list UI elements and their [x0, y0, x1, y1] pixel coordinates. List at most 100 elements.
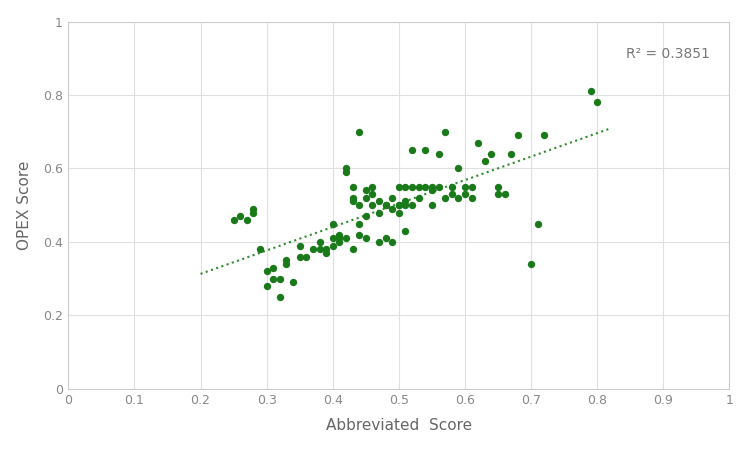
- Point: [254, 246, 266, 253]
- Point: [419, 147, 431, 154]
- Point: [426, 187, 438, 194]
- Point: [280, 256, 292, 264]
- Point: [426, 202, 438, 209]
- Point: [234, 212, 246, 220]
- Point: [386, 205, 398, 212]
- Point: [538, 132, 550, 139]
- Point: [433, 183, 445, 190]
- Point: [472, 139, 484, 146]
- Point: [380, 202, 392, 209]
- Point: [452, 165, 464, 172]
- Text: R² = 0.3851: R² = 0.3851: [626, 47, 710, 61]
- Point: [353, 220, 365, 227]
- Point: [333, 234, 345, 242]
- Point: [499, 190, 511, 198]
- Point: [413, 194, 424, 202]
- Point: [274, 293, 286, 301]
- Point: [400, 202, 412, 209]
- Point: [466, 183, 478, 190]
- Point: [327, 220, 339, 227]
- X-axis label: Abbreviated  Score: Abbreviated Score: [326, 418, 472, 433]
- Point: [294, 253, 306, 260]
- Point: [452, 194, 464, 202]
- Point: [267, 275, 279, 282]
- Point: [353, 231, 365, 238]
- Point: [512, 132, 524, 139]
- Point: [373, 238, 385, 245]
- Point: [380, 202, 392, 209]
- Point: [591, 99, 603, 106]
- Point: [393, 202, 405, 209]
- Point: [446, 183, 458, 190]
- Y-axis label: OPEX Score: OPEX Score: [16, 161, 32, 250]
- Point: [280, 260, 292, 267]
- Point: [400, 198, 412, 205]
- Point: [400, 227, 412, 234]
- Point: [274, 275, 286, 282]
- Point: [340, 234, 352, 242]
- Point: [492, 190, 504, 198]
- Point: [393, 209, 405, 216]
- Point: [393, 183, 405, 190]
- Point: [248, 205, 259, 212]
- Point: [241, 216, 253, 224]
- Point: [413, 183, 424, 190]
- Point: [333, 231, 345, 238]
- Point: [346, 194, 358, 202]
- Point: [346, 246, 358, 253]
- Point: [346, 198, 358, 205]
- Point: [248, 209, 259, 216]
- Point: [478, 158, 490, 165]
- Point: [440, 194, 452, 202]
- Point: [340, 165, 352, 172]
- Point: [360, 194, 372, 202]
- Point: [287, 279, 299, 286]
- Point: [367, 202, 379, 209]
- Point: [419, 183, 431, 190]
- Point: [433, 150, 445, 158]
- Point: [373, 198, 385, 205]
- Point: [485, 150, 497, 158]
- Point: [440, 128, 452, 135]
- Point: [314, 238, 326, 245]
- Point: [346, 183, 358, 190]
- Point: [333, 238, 345, 245]
- Point: [386, 238, 398, 245]
- Point: [267, 264, 279, 271]
- Point: [400, 183, 412, 190]
- Point: [261, 282, 273, 289]
- Point: [300, 253, 312, 260]
- Point: [406, 147, 418, 154]
- Point: [367, 183, 379, 190]
- Point: [506, 150, 518, 158]
- Point: [353, 202, 365, 209]
- Point: [360, 187, 372, 194]
- Point: [584, 88, 596, 95]
- Point: [367, 190, 379, 198]
- Point: [327, 234, 339, 242]
- Point: [307, 246, 319, 253]
- Point: [294, 242, 306, 249]
- Point: [492, 183, 504, 190]
- Point: [459, 190, 471, 198]
- Point: [320, 246, 332, 253]
- Point: [227, 216, 239, 224]
- Point: [340, 169, 352, 176]
- Point: [466, 194, 478, 202]
- Point: [261, 268, 273, 275]
- Point: [386, 194, 398, 202]
- Point: [406, 202, 418, 209]
- Point: [525, 260, 537, 267]
- Point: [446, 190, 458, 198]
- Point: [459, 183, 471, 190]
- Point: [360, 212, 372, 220]
- Point: [327, 242, 339, 249]
- Point: [426, 183, 438, 190]
- Point: [380, 234, 392, 242]
- Point: [320, 249, 332, 256]
- Point: [406, 183, 418, 190]
- Point: [393, 202, 405, 209]
- Point: [314, 246, 326, 253]
- Point: [360, 234, 372, 242]
- Point: [353, 128, 365, 135]
